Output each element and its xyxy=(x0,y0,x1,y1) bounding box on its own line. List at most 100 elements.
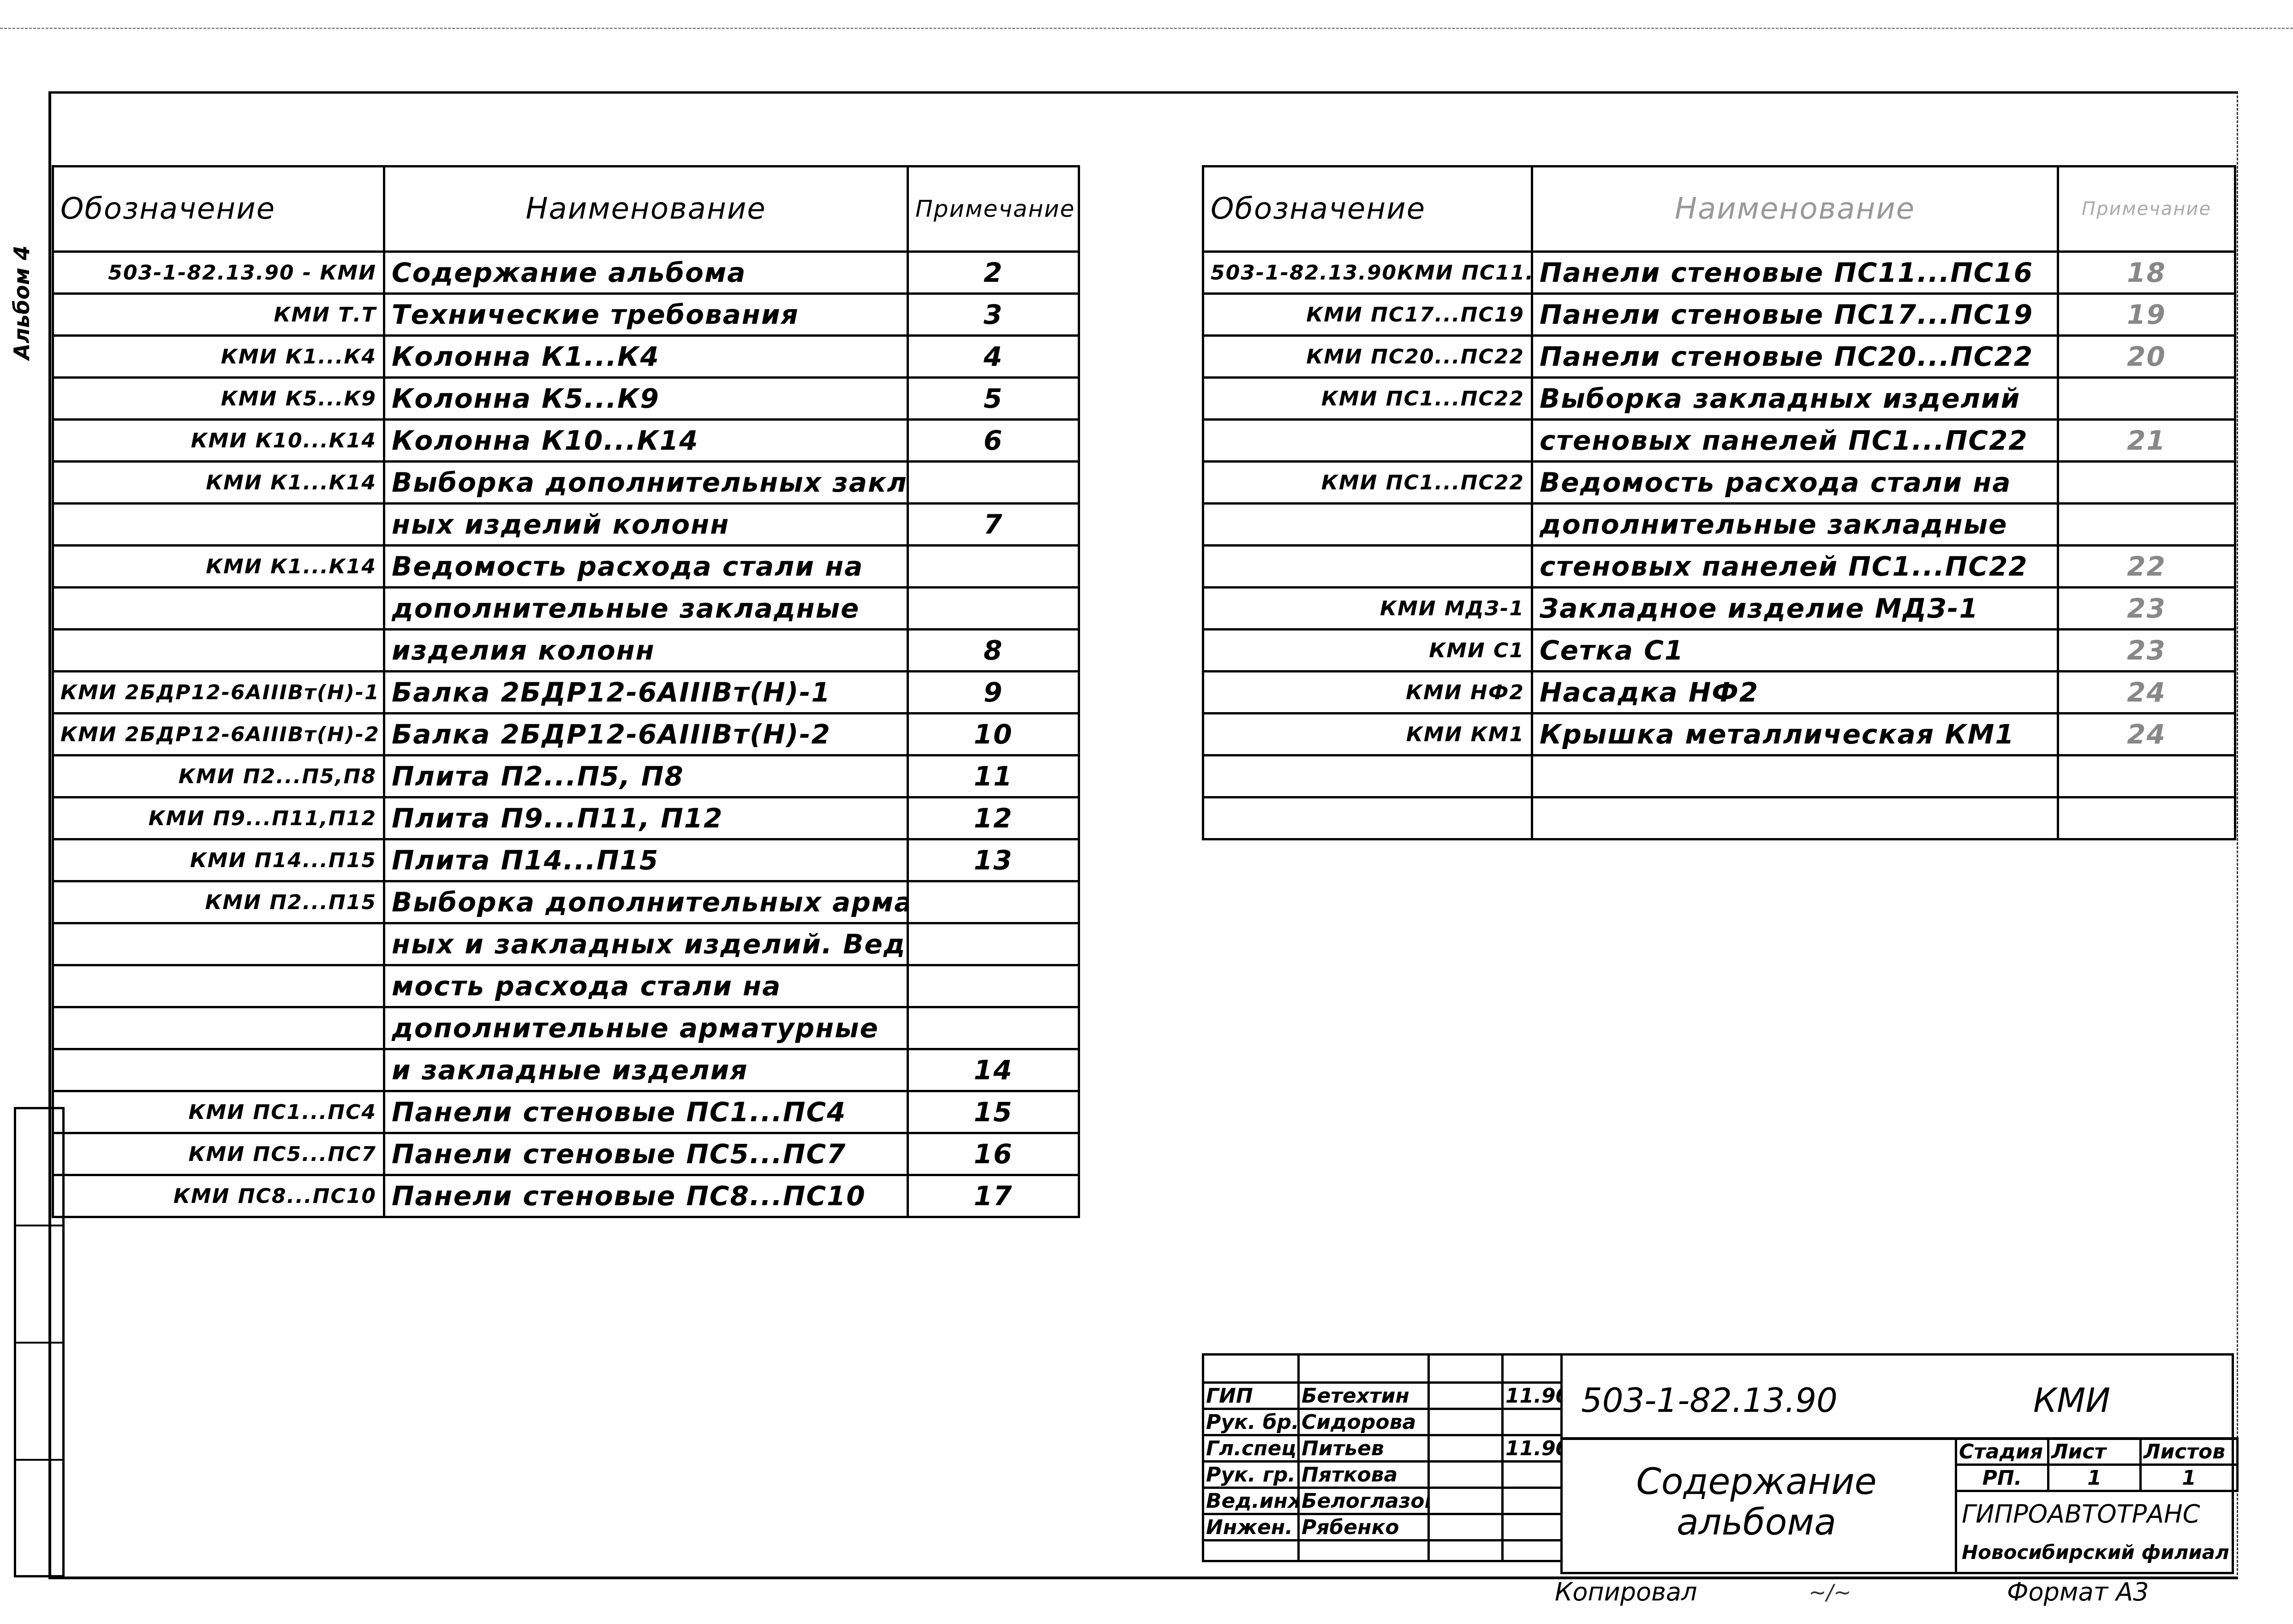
row-name: стеновых панелей ПС1...ПС22 xyxy=(1531,418,2059,463)
table-row xyxy=(1202,754,2236,798)
row-designation: КМИ К1...К4 xyxy=(52,334,385,379)
row-note: 19 xyxy=(2057,292,2236,337)
table-row: КМИ ПС1...ПС22 Ведомость расхода стали на xyxy=(1202,460,2236,505)
table-row: КМИ ПС17...ПС19 Панели стеновые ПС17...ПС… xyxy=(1202,292,2236,337)
table-row: и закладные изделия 14 xyxy=(52,1048,1080,1092)
format-label: Формат А3 xyxy=(2007,1577,2149,1606)
table-row: КМИ ПС1...ПС4 Панели стеновые ПС1...ПС4 15 xyxy=(52,1090,1080,1134)
row-designation xyxy=(52,964,385,1008)
stage-block: Стадия Лист Листов РП. 1 1 ГИПРОАВТОТРАНС Но… xyxy=(1955,1437,2239,1574)
signature-mark xyxy=(1427,1408,1504,1436)
row-name: Плита П14...П15 xyxy=(383,838,909,882)
signature-row: Рук. бр. Сидорова xyxy=(1202,1408,1563,1436)
branch: Новосибирский филиал xyxy=(1962,1541,2229,1564)
table-row: дополнительные арматурные xyxy=(52,1006,1080,1050)
table-row: КМИ 2БДР12-6АIIIВт(Н)-1 Балка 2БДР12-6АII… xyxy=(52,670,1080,714)
copied-label: Копировал xyxy=(1555,1577,1697,1606)
row-name: и закладные изделия xyxy=(383,1048,909,1092)
row-note xyxy=(907,586,1080,631)
table-row: КМИ П9...П11,П12 Плита П9...П11, П12 12 xyxy=(52,796,1080,840)
left-contents-table: Обозначение Наименование Примечание 503-… xyxy=(52,165,1080,1218)
row-designation: КМИ НФ2 xyxy=(1202,670,1533,714)
row-note: 23 xyxy=(2057,628,2236,672)
row-designation: КМИ ПС1...ПС4 xyxy=(52,1090,385,1134)
row-designation: КМИ С1 xyxy=(1202,628,1533,672)
row-name: Колонна К1...К4 xyxy=(383,334,909,379)
document-title: Содержание альбома xyxy=(1636,1461,1877,1543)
row-note: 9 xyxy=(907,670,1080,714)
row-name: Содержание альбома xyxy=(383,250,909,295)
signature-mark xyxy=(1427,1434,1504,1463)
row-note: 12 xyxy=(907,796,1080,840)
row-designation: КМИ 2БДР12-6АIIIВт(Н)-1 xyxy=(52,670,385,714)
row-note: 20 xyxy=(2057,334,2236,379)
table-row: КМИ 2БДР12-6АIIIВт(Н)-2 Балка 2БДР12-6АII… xyxy=(52,712,1080,756)
row-name: Выборка дополнительных заклад- xyxy=(383,460,909,505)
row-designation: КМИ К1...К14 xyxy=(52,460,385,505)
row-name: Колонна К10...К14 xyxy=(383,418,909,463)
signature-row: Инжен. Рябенко xyxy=(1202,1513,1563,1541)
table-row: КМИ К10...К14 Колонна К10...К14 6 xyxy=(52,418,1080,463)
row-designation: КМИ ПС17...ПС19 xyxy=(1202,292,1533,337)
row-name: дополнительные арматурные xyxy=(383,1006,909,1050)
row-note xyxy=(2057,754,2236,798)
stage-value: РП. xyxy=(1955,1463,2049,1492)
row-designation: КМИ ПС20...ПС22 xyxy=(1202,334,1533,379)
table-row: стеновых панелей ПС1...ПС22 21 xyxy=(1202,418,2236,463)
sheet-header: Лист xyxy=(2047,1437,2142,1466)
row-name: Панели стеновые ПС5...ПС7 xyxy=(383,1132,909,1176)
table-row: КМИ К1...К14 Ведомость расхода стали на xyxy=(52,544,1080,589)
row-designation xyxy=(1202,754,1533,798)
row-designation xyxy=(1202,796,1533,840)
table-row: дополнительные закладные xyxy=(1202,502,2236,547)
row-designation: КМИ Т.Т xyxy=(52,292,385,337)
row-designation: КМИ К5...К9 xyxy=(52,376,385,421)
row-note: 24 xyxy=(2057,712,2236,756)
row-designation xyxy=(52,502,385,547)
row-name: изделия колонн xyxy=(383,628,909,672)
signature-role: Вед.инж xyxy=(1202,1487,1300,1515)
row-name: дополнительные закладные xyxy=(383,586,909,631)
row-name: Панели стеновые ПС20...ПС22 xyxy=(1531,334,2059,379)
table-row: КМИ ПС20...ПС22 Панели стеновые ПС20...ПС… xyxy=(1202,334,2236,379)
header-designation: Обозначение xyxy=(1202,165,1533,253)
table-row: КМИ П2...П5,П8 Плита П2...П5, П8 11 xyxy=(52,754,1080,798)
sheets-header: Листов xyxy=(2139,1437,2239,1466)
signature-name: Питьев xyxy=(1297,1434,1430,1463)
table-row: дополнительные закладные xyxy=(52,586,1080,631)
table-row: КМИ НФ2 Насадка НФ2 24 xyxy=(1202,670,2236,714)
row-name: Панели стеновые ПС8...ПС10 xyxy=(383,1174,909,1218)
row-name: Плита П9...П11, П12 xyxy=(383,796,909,840)
row-name: Балка 2БДР12-6АIIIВт(Н)-2 xyxy=(383,712,909,756)
row-note xyxy=(907,1006,1080,1050)
row-note: 10 xyxy=(907,712,1080,756)
row-name: Плита П2...П5, П8 xyxy=(383,754,909,798)
signature-date: 11.90 xyxy=(1501,1434,1563,1463)
drawing-frame xyxy=(48,91,2238,1579)
row-name: Выборка дополнительных арматур- xyxy=(383,880,909,924)
header-note: Примечание xyxy=(907,165,1080,253)
row-designation: КМИ П9...П11,П12 xyxy=(52,796,385,840)
table-row: КМИ К5...К9 Колонна К5...К9 5 xyxy=(52,376,1080,421)
row-note: 11 xyxy=(907,754,1080,798)
row-note xyxy=(2057,460,2236,505)
header-note: Примечание xyxy=(2057,165,2236,253)
table-row: ных и закладных изделий. Ведо- xyxy=(52,922,1080,966)
signature-mark xyxy=(1427,1381,1504,1410)
signature-mark xyxy=(1427,1513,1504,1541)
row-note xyxy=(2057,502,2236,547)
signature-date: 11.90 xyxy=(1501,1381,1563,1410)
table-row: мость расхода стали на xyxy=(52,964,1080,1008)
row-note: 4 xyxy=(907,334,1080,379)
table-row: КМИ ПС8...ПС10 Панели стеновые ПС8...ПС10… xyxy=(52,1174,1080,1218)
row-name: Технические требования xyxy=(383,292,909,337)
signature-mark xyxy=(1427,1460,1504,1489)
row-designation xyxy=(52,1006,385,1050)
row-designation: КМИ К1...К14 xyxy=(52,544,385,589)
row-note: 21 xyxy=(2057,418,2236,463)
signature-name: Пяткова xyxy=(1297,1460,1430,1489)
row-designation: КМИ ПС5...ПС7 xyxy=(52,1132,385,1176)
table-header: Обозначение Наименование Примечание xyxy=(52,165,1080,253)
row-name: дополнительные закладные xyxy=(1531,502,2059,547)
row-name: мость расхода стали на xyxy=(383,964,909,1008)
